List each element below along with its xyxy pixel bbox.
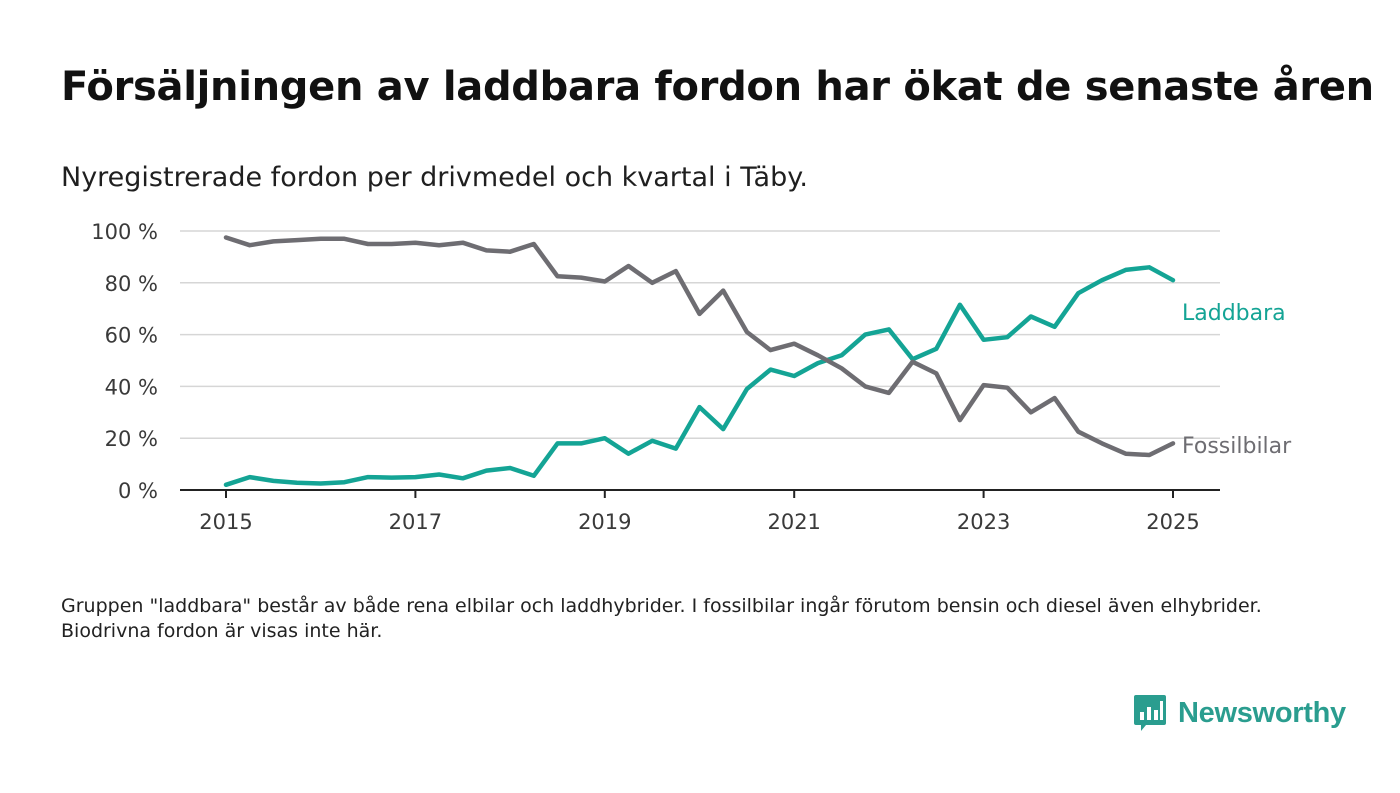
x-tick-label: 2023	[957, 510, 1010, 534]
bar-chart-logo-icon	[1134, 695, 1166, 731]
chart-title: Försäljningen av laddbara fordon har öka…	[61, 64, 1374, 110]
x-tick-label: 2019	[578, 510, 631, 534]
chart-subtitle: Nyregistrerade fordon per drivmedel och …	[61, 162, 808, 193]
gridlines	[180, 230, 1220, 491]
x-tick-label: 2015	[199, 510, 252, 534]
y-tick-label: 80 %	[105, 272, 158, 296]
series-lines	[223, 235, 1176, 488]
laddbara-line	[223, 265, 1176, 488]
y-tick-label: 100 %	[91, 220, 158, 244]
line-chart: 0 % 20 % 40 % 60 % 80 % 100 % 2015 2017 2019 202…	[91, 220, 1292, 534]
x-axis-ticks: 2015 2017 2019 2021 2023 2025	[199, 490, 1200, 534]
x-tick-label: 2017	[389, 510, 442, 534]
fossilbilar-line	[223, 235, 1176, 458]
footnote: Gruppen "laddbara" består av både rena e…	[61, 595, 1262, 642]
newsworthy-logo[interactable]: Newsworthy	[1132, 693, 1346, 733]
y-tick-label: 0 %	[118, 479, 158, 503]
y-axis-ticks: 0 % 20 % 40 % 60 % 80 % 100 %	[91, 220, 158, 503]
series-labels: Laddbara Fossilbilar	[1182, 301, 1292, 459]
brand-name: Newsworthy	[1178, 696, 1346, 729]
y-tick-label: 40 %	[105, 375, 158, 399]
series-label-laddbara: Laddbara	[1182, 301, 1286, 326]
y-tick-label: 20 %	[105, 427, 158, 451]
y-tick-label: 60 %	[105, 324, 158, 348]
series-label-fossilbilar: Fossilbilar	[1182, 434, 1292, 459]
x-tick-label: 2021	[767, 510, 820, 534]
x-tick-label: 2025	[1146, 510, 1199, 534]
